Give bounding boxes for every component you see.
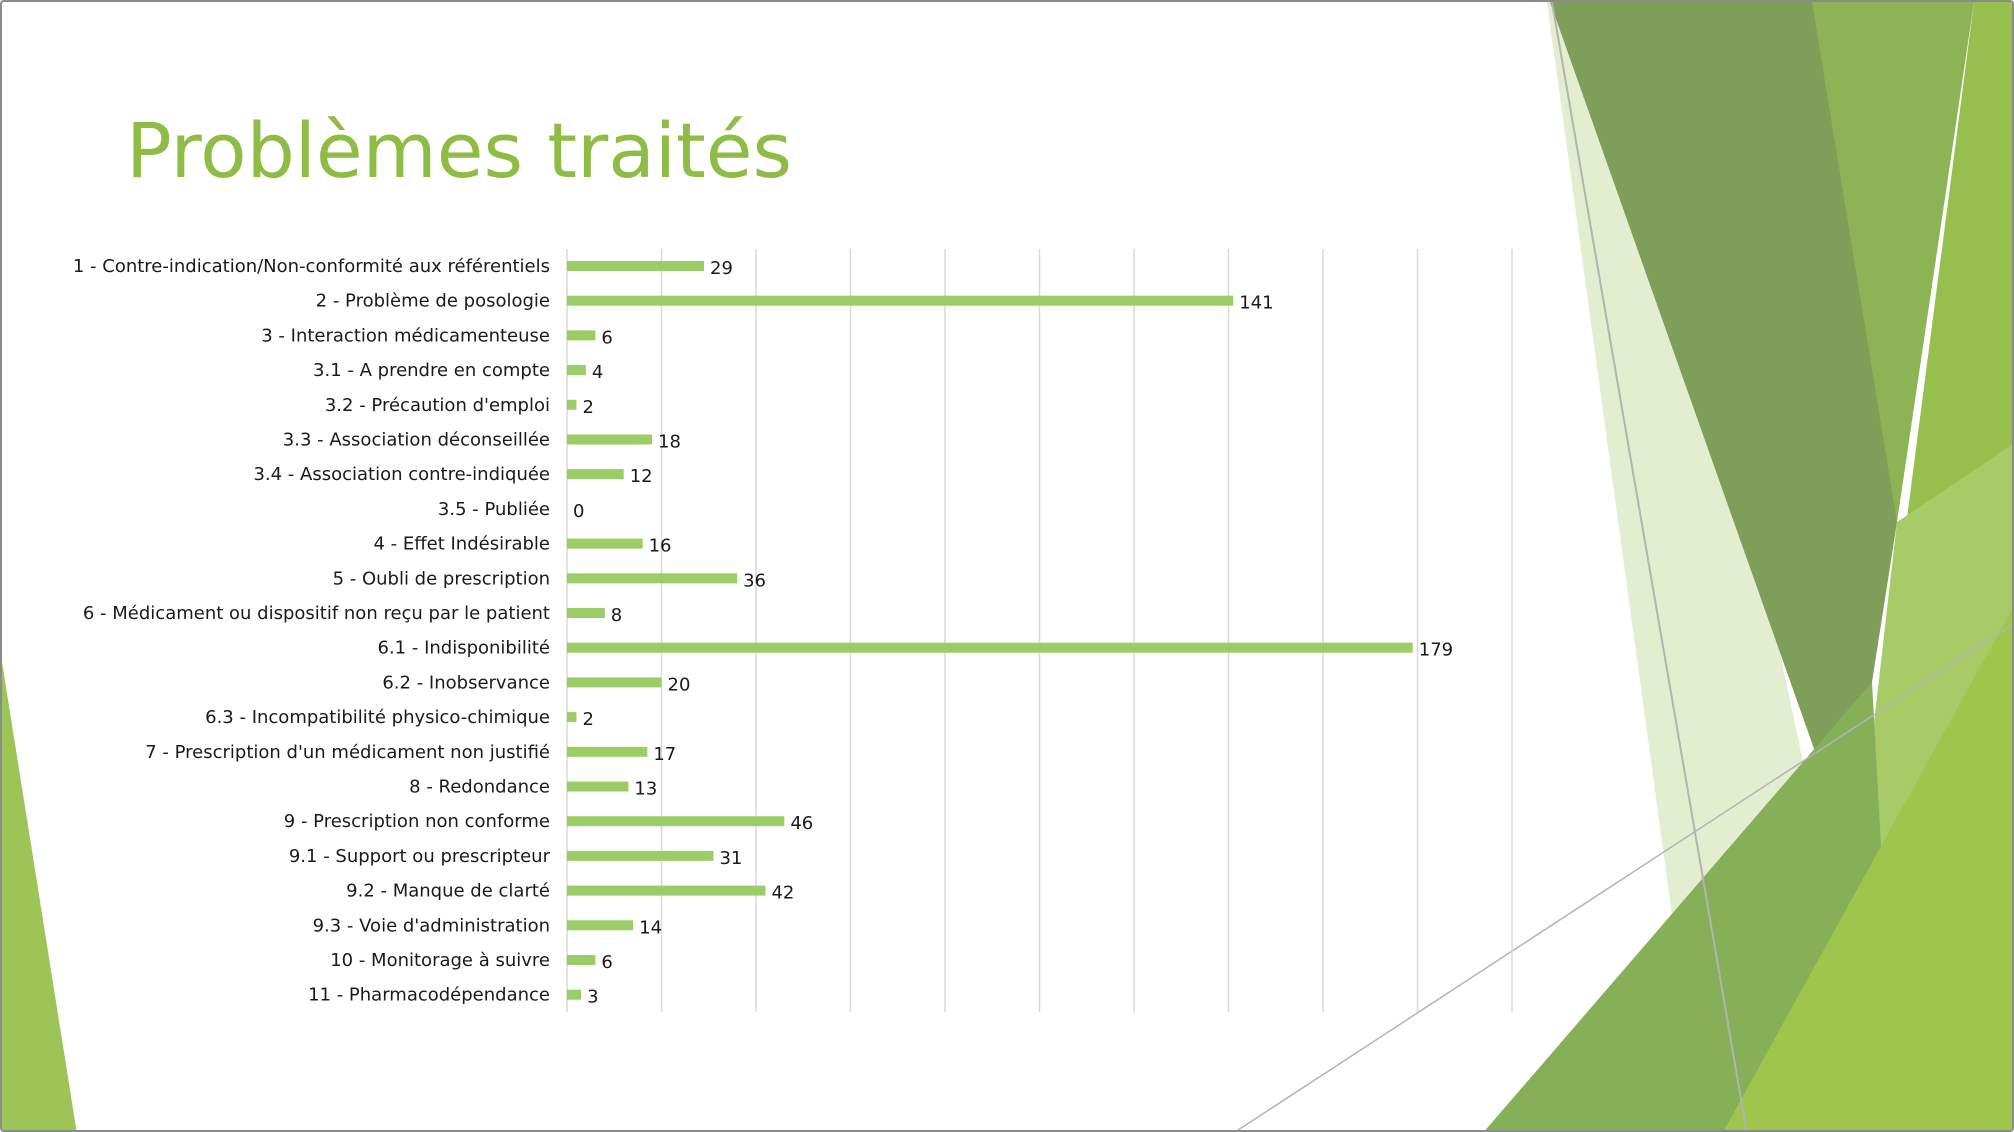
category-label: 9 - Prescription non conforme [284,811,550,832]
bar [567,955,596,965]
data-label: 31 [719,848,742,869]
data-label: 20 [668,674,691,695]
bar [567,295,1234,306]
data-label: 2 [582,397,593,418]
category-label: 3.2 - Précaution d'emploi [325,395,550,416]
deco-right-mid-shard [1812,2,1974,522]
category-label: 2 - Problème de posologie [316,291,550,312]
category-label: 3.4 - Association contre-indiquée [253,464,550,485]
data-label: 46 [790,813,813,834]
bar [567,365,586,376]
data-label: 6 [601,327,612,348]
bar [567,850,714,861]
data-label: 141 [1239,293,1273,314]
category-label: 7 - Prescription d'un médicament non jus… [145,742,550,763]
data-label: 36 [743,570,766,591]
data-label: 12 [630,466,653,487]
category-label: 3 - Interaction médicamenteuse [261,325,550,346]
data-label: 42 [771,883,794,904]
bar [567,885,766,896]
category-label: 9.2 - Manque de clarté [346,881,550,902]
category-label: 3.1 - A prendre en compte [313,360,550,381]
bar [567,781,629,792]
bar [567,399,577,410]
data-label: 2 [582,709,593,730]
data-label: 18 [658,432,681,453]
bar [567,642,1413,653]
deco-thin-line-vertical [1551,2,1748,1130]
category-label: 3.5 - Publiée [438,499,550,520]
bar [567,746,648,757]
category-label: 11 - Pharmacodépendance [308,985,550,1006]
bar [567,712,577,723]
data-label: 16 [649,536,672,557]
bar [567,434,653,445]
category-label: 3.3 - Association déconseillée [283,430,550,451]
category-label: 5 - Oubli de prescription [333,568,550,589]
category-label: 4 - Effet Indésirable [373,534,550,555]
data-label: 17 [653,744,676,765]
category-label: 6 - Médicament ou dispositif non reçu pa… [83,603,550,624]
category-label: 6.1 - Indisponibilité [378,638,551,659]
category-label: 1 - Contre-indication/Non-conformité aux… [73,256,550,277]
bar [567,469,624,480]
bar [567,330,596,341]
data-label: 0 [573,501,584,522]
deco-thin-line-diagonal [1236,623,2012,1130]
deco-left-green-triangle [2,662,77,1130]
bar [567,677,662,688]
bar [567,989,582,1000]
data-label: 4 [592,362,603,383]
bar [567,538,643,549]
data-label: 8 [611,605,622,626]
category-label: 10 - Monitorage à suivre [330,950,550,971]
data-label: 13 [634,779,657,800]
data-label: 29 [710,258,733,279]
bar [567,920,634,931]
category-label: 6.3 - Incompatibilité physico-chimique [205,707,550,728]
deco-bottom-right-triangle [1724,609,2012,1130]
category-label: 9.1 - Support ou prescripteur [289,846,551,867]
bar [567,608,605,618]
category-label: 8 - Redondance [409,777,550,798]
category-label: 6.2 - Inobservance [382,672,550,693]
slide-title: Problèmes traités [126,106,793,195]
bar [567,816,785,827]
bar [567,261,705,271]
data-label: 6 [601,952,612,973]
data-label: 14 [639,917,662,938]
bar [567,573,738,584]
deco-right-dark-shard [1550,2,1897,842]
data-label: 3 [587,987,598,1008]
data-label: 179 [1419,640,1453,661]
category-label: 9.3 - Voie d'administration [313,915,550,936]
